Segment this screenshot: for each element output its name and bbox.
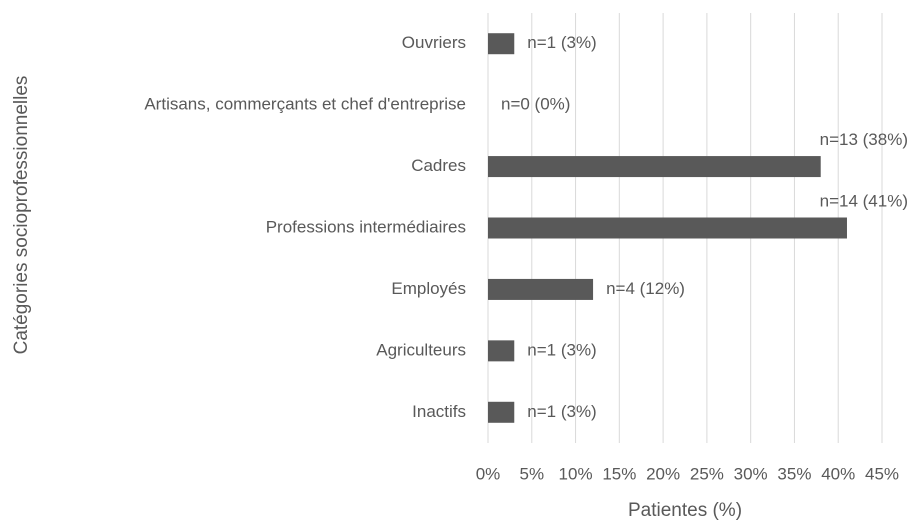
x-tick-label: 45%	[865, 464, 899, 483]
bar	[488, 340, 515, 362]
data-label: n=1 (3%)	[527, 402, 596, 421]
x-tick-label: 25%	[690, 464, 724, 483]
data-label: n=0 (0%)	[501, 95, 570, 114]
bar	[488, 33, 515, 55]
bar	[488, 278, 594, 300]
y-tick-label: Inactifs	[412, 402, 466, 421]
x-tick-label: 40%	[821, 464, 855, 483]
y-tick-label: Professions intermédiaires	[266, 217, 466, 236]
data-label: n=1 (3%)	[527, 33, 596, 52]
bar	[488, 217, 847, 239]
bar	[488, 156, 821, 178]
bar	[488, 401, 515, 423]
x-tick-label: 20%	[646, 464, 680, 483]
data-label: n=14 (41%)	[820, 191, 908, 210]
y-tick-label: Ouvriers	[402, 33, 466, 52]
x-axis-title: Patientes (%)	[628, 500, 742, 521]
data-label: n=4 (12%)	[606, 279, 685, 298]
x-tick-label: 30%	[734, 464, 768, 483]
x-tick-label: 35%	[777, 464, 811, 483]
data-label: n=1 (3%)	[527, 340, 596, 359]
x-tick-label: 5%	[519, 464, 544, 483]
x-tick-label: 15%	[602, 464, 636, 483]
x-tick-label: 10%	[559, 464, 593, 483]
y-axis-title: Catégories socioprofessionnelles	[11, 76, 32, 355]
y-tick-label: Cadres	[411, 156, 466, 175]
data-label: n=13 (38%)	[820, 130, 908, 149]
y-tick-label: Employés	[391, 279, 466, 298]
y-tick-label: Agriculteurs	[376, 340, 466, 359]
y-tick-label: Artisans, commerçants et chef d'entrepri…	[144, 95, 466, 114]
x-tick-label: 0%	[476, 464, 501, 483]
